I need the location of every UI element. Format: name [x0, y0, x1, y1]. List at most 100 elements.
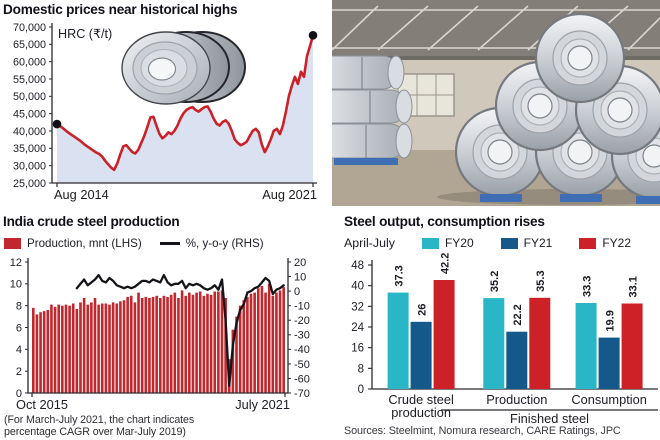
production-bar [126, 296, 129, 393]
output-bar-fy21 [506, 331, 528, 389]
production-bar [246, 296, 249, 393]
production-bar [184, 295, 188, 393]
production-bar [217, 291, 220, 393]
production-bar [104, 303, 108, 393]
production-bar [191, 294, 195, 394]
y-tick-label: 48 [351, 260, 364, 272]
price-area [57, 35, 313, 183]
y-tick-label: 40,000 [13, 126, 46, 138]
bar-value-label: 19.9 [604, 310, 616, 331]
left-tick-label: 8 [16, 301, 22, 313]
output-subtitle: April-July [344, 236, 395, 250]
y-tick-label: 30,000 [13, 160, 46, 172]
left-tick-label: 0 [16, 388, 22, 400]
production-bar [180, 290, 184, 393]
production-bar [264, 292, 267, 393]
production-bar [108, 304, 111, 393]
production-bar [162, 295, 166, 393]
production-bar [278, 290, 282, 393]
production-bar [177, 298, 180, 393]
series-label: HRC (₹/t) [58, 27, 112, 41]
yoy-line [75, 273, 285, 387]
fy21-swatch [500, 237, 518, 249]
production-bar [267, 283, 271, 393]
production-bar [140, 298, 144, 393]
x-tick-label: Aug 2021 [262, 187, 317, 202]
production-bar [220, 290, 224, 393]
left-tick-label: 6 [16, 322, 22, 334]
y-tick-label: 40 [351, 281, 364, 293]
output-bar-fy22 [529, 297, 551, 389]
right-tick-label: -50 [294, 359, 310, 371]
right-tick-label: -70 [294, 388, 310, 400]
production-bar [198, 291, 202, 393]
hrc-price-chart: 70,000 65,000 60,000 55,000 50,000 45,000 40,0… [13, 22, 318, 202]
production-bar [159, 298, 162, 393]
production-bar [115, 303, 119, 393]
production-bar [169, 294, 173, 394]
right-tick-label: 10 [294, 271, 306, 283]
production-bar [206, 293, 209, 393]
output-chart: 0 8 16 24 32 40 48 37.3 35.2 33.3 26 22.2 19.9 42.2 35… [351, 253, 658, 426]
production-bar [271, 295, 275, 393]
price-chart-title: Domestic prices near historical highs [3, 2, 238, 17]
production-bar [260, 286, 264, 393]
left-tick-label: 2 [16, 366, 22, 378]
right-tick-label: -60 [294, 373, 310, 385]
photo-panel [332, 0, 660, 206]
fy21-label: FY21 [523, 236, 553, 250]
production-bar [148, 298, 151, 393]
side-coil-stack [332, 55, 413, 165]
production-bar [275, 292, 278, 393]
production-bar [111, 302, 115, 393]
left-tick-label: 12 [10, 257, 22, 269]
production-bar [144, 296, 148, 393]
output-bar-fy20 [387, 292, 409, 389]
production-bar [100, 303, 104, 393]
y-tick-label: 16 [351, 343, 364, 355]
production-bar [195, 292, 198, 393]
start-marker [52, 119, 62, 129]
production-bar [75, 308, 79, 393]
y-tick-label: 0 [358, 384, 364, 396]
yoy-legend-label: %, y-o-y (RHS) [185, 237, 264, 250]
yoy-legend-line [159, 242, 180, 245]
output-panel: Steel output, consumption rises April-Ju… [330, 212, 660, 440]
production-bar [253, 292, 256, 393]
bar-value-label: 35.2 [489, 271, 501, 292]
fy22-swatch [579, 237, 597, 249]
production-bar [137, 292, 140, 393]
production-bar [68, 305, 71, 393]
bar-value-label: 33.3 [581, 276, 593, 297]
output-bar-fy21 [598, 337, 620, 389]
x-tick-label: Aug 2014 [54, 187, 109, 202]
price-line [55, 34, 315, 172]
warehouse-ceiling [332, 0, 660, 60]
hrc-price-panel: Domestic prices near historical highs 70… [0, 0, 330, 210]
production-legend-swatch [4, 238, 21, 249]
production-bar [35, 314, 39, 393]
production-bar [133, 302, 137, 393]
production-bar [42, 311, 46, 393]
production-bar [155, 295, 158, 393]
production-bar [151, 296, 155, 393]
production-bar [50, 304, 53, 393]
right-tick-label: 0 [294, 286, 300, 298]
production-bar [242, 300, 246, 393]
y-tick-label: 8 [358, 363, 364, 375]
production-bar [32, 307, 35, 394]
right-tick-label: -10 [294, 301, 310, 313]
production-bar [46, 310, 50, 393]
production-bar [235, 316, 238, 393]
steel-coil-illustration [121, 31, 246, 105]
y-tick-label: 45,000 [13, 108, 46, 120]
production-bar [61, 305, 64, 393]
y-tick-label: 50,000 [13, 91, 46, 103]
end-marker [308, 31, 318, 40]
footnote-line-1: (For March-July 2021, the chart indicate… [4, 414, 195, 426]
footnote-line-2: percentage CAGR over Mar-July 2019) [4, 425, 186, 438]
production-bar [256, 288, 260, 393]
production-bar [97, 304, 100, 393]
